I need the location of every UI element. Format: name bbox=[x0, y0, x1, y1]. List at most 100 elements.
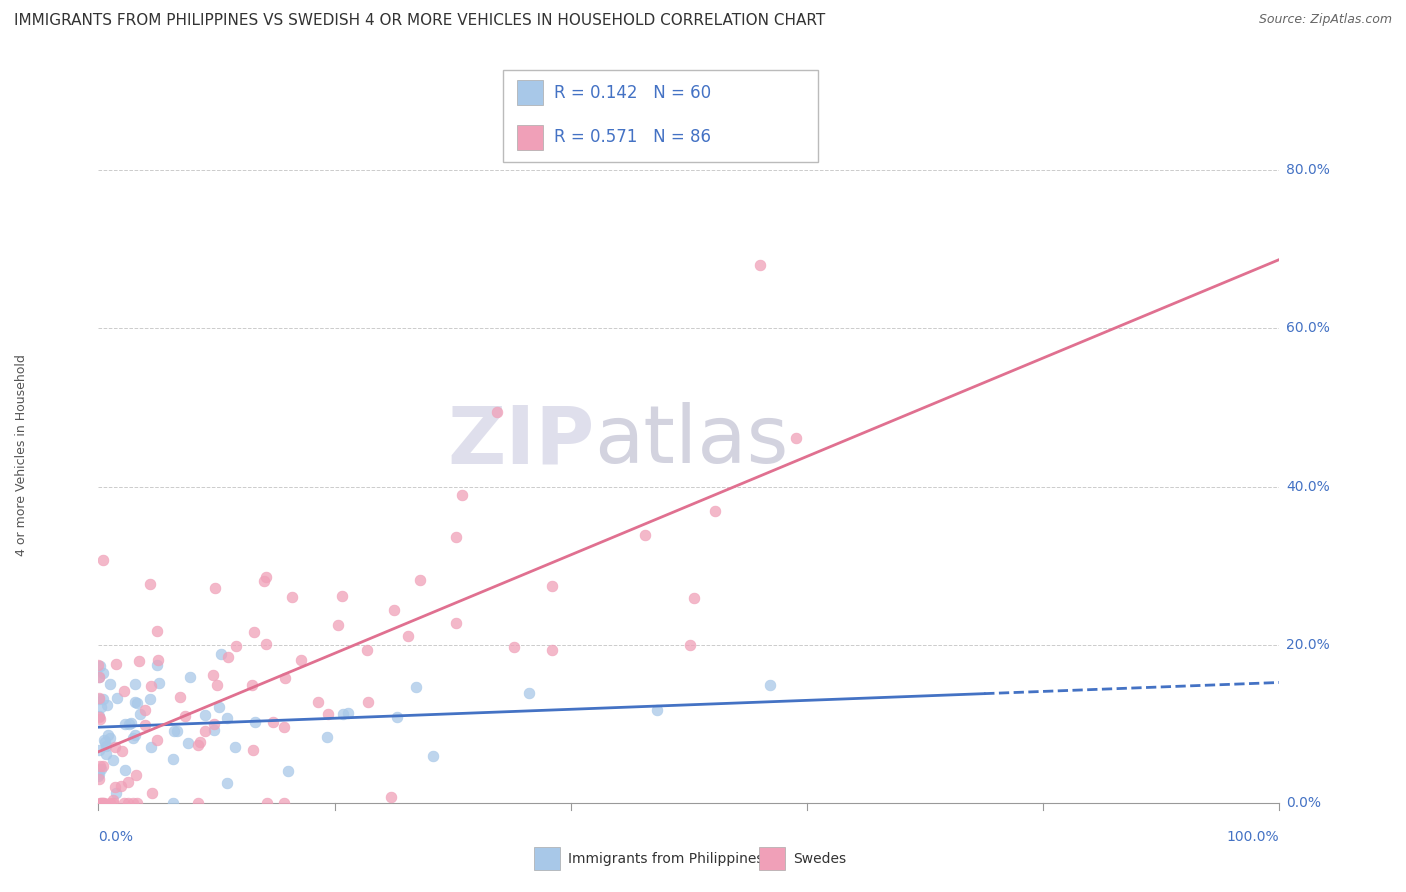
Point bbox=[451, 487, 474, 501]
Point bbox=[243, 714, 266, 729]
Point bbox=[94, 747, 117, 761]
Point bbox=[187, 796, 209, 810]
Point bbox=[89, 743, 111, 757]
Point bbox=[98, 731, 121, 746]
Point bbox=[111, 743, 134, 757]
Point bbox=[103, 753, 125, 767]
Point bbox=[90, 699, 112, 714]
Point bbox=[89, 772, 111, 786]
Point bbox=[90, 762, 112, 776]
Point bbox=[634, 528, 657, 542]
Point bbox=[87, 670, 110, 684]
Point bbox=[748, 258, 770, 272]
Point bbox=[110, 779, 132, 793]
Point bbox=[179, 669, 201, 683]
Point bbox=[91, 691, 114, 706]
Point bbox=[188, 735, 211, 749]
Point bbox=[262, 714, 284, 729]
Text: 0.0%: 0.0% bbox=[1286, 796, 1322, 810]
Point bbox=[124, 694, 146, 708]
Point bbox=[112, 796, 135, 810]
Point bbox=[225, 639, 247, 653]
Point bbox=[541, 643, 564, 657]
Point bbox=[118, 717, 141, 731]
Point bbox=[382, 603, 405, 617]
Point bbox=[679, 638, 702, 652]
Point bbox=[208, 700, 231, 714]
Point bbox=[112, 683, 135, 698]
Point bbox=[307, 695, 329, 709]
Point bbox=[87, 709, 110, 723]
Point bbox=[93, 759, 115, 773]
Point bbox=[124, 768, 146, 782]
Point bbox=[326, 618, 349, 632]
Point bbox=[277, 764, 299, 778]
Point bbox=[177, 736, 200, 750]
Point bbox=[405, 681, 427, 695]
Point bbox=[385, 709, 408, 723]
Point bbox=[139, 691, 162, 706]
Point bbox=[148, 676, 170, 690]
Text: 100.0%: 100.0% bbox=[1227, 830, 1279, 844]
Point bbox=[89, 796, 111, 810]
Point bbox=[120, 715, 142, 730]
Point bbox=[105, 691, 128, 706]
Point bbox=[139, 576, 162, 591]
Point bbox=[101, 793, 124, 807]
Point bbox=[273, 720, 295, 734]
Text: 80.0%: 80.0% bbox=[1286, 163, 1330, 178]
Point bbox=[122, 796, 145, 810]
Point bbox=[486, 405, 509, 419]
Point bbox=[146, 733, 169, 747]
Point bbox=[117, 796, 139, 810]
Point bbox=[124, 676, 146, 690]
Point bbox=[91, 552, 114, 566]
Text: 0.0%: 0.0% bbox=[98, 830, 134, 844]
Point bbox=[117, 775, 139, 789]
Point bbox=[87, 690, 110, 705]
Point bbox=[124, 728, 146, 742]
Point bbox=[444, 615, 467, 630]
Point bbox=[357, 695, 380, 709]
Point bbox=[253, 574, 276, 588]
Point bbox=[332, 706, 354, 721]
Text: 40.0%: 40.0% bbox=[1286, 480, 1330, 493]
Point bbox=[444, 530, 467, 544]
Point bbox=[162, 752, 184, 766]
Text: Source: ZipAtlas.com: Source: ZipAtlas.com bbox=[1258, 13, 1392, 27]
Point bbox=[396, 629, 419, 643]
Point bbox=[96, 739, 118, 754]
Point bbox=[315, 730, 337, 744]
Point bbox=[215, 710, 238, 724]
Text: 20.0%: 20.0% bbox=[1286, 638, 1330, 652]
Point bbox=[94, 735, 117, 749]
Point bbox=[87, 658, 110, 673]
Point bbox=[645, 703, 668, 717]
Point bbox=[91, 796, 114, 810]
Point bbox=[91, 665, 114, 680]
Point bbox=[91, 796, 114, 810]
Point bbox=[114, 716, 136, 731]
Point bbox=[125, 696, 148, 710]
Point bbox=[380, 790, 402, 805]
Point bbox=[87, 691, 110, 706]
Point bbox=[254, 570, 277, 584]
Point bbox=[128, 706, 150, 721]
Point bbox=[356, 643, 378, 657]
Point bbox=[163, 724, 186, 739]
Point bbox=[332, 589, 354, 603]
Point bbox=[90, 796, 112, 810]
Point bbox=[134, 703, 156, 717]
Point bbox=[540, 579, 562, 593]
Point bbox=[89, 659, 111, 673]
Point bbox=[97, 728, 120, 742]
Point bbox=[104, 739, 127, 754]
Text: R = 0.571   N = 86: R = 0.571 N = 86 bbox=[554, 128, 711, 146]
Point bbox=[683, 591, 706, 605]
Point bbox=[409, 574, 432, 588]
Point bbox=[105, 786, 128, 800]
Point bbox=[89, 759, 111, 773]
Point bbox=[98, 796, 121, 810]
Text: Immigrants from Philippines: Immigrants from Philippines bbox=[568, 852, 763, 865]
Point bbox=[217, 649, 239, 664]
